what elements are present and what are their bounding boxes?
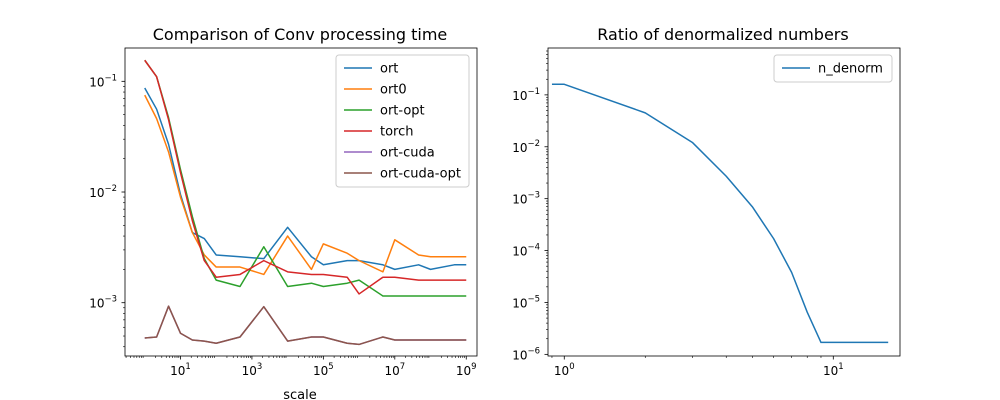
legend-label: ort0 bbox=[380, 83, 407, 98]
legend-label: ort-cuda-opt bbox=[380, 167, 461, 182]
chart-title: Ratio of denormalized numbers bbox=[597, 25, 848, 44]
series-line-n_denorm bbox=[551, 83, 889, 344]
x-tick-label: 105 bbox=[313, 362, 334, 378]
x-tick-label: 107 bbox=[384, 362, 405, 378]
axes-frame bbox=[124, 47, 478, 357]
legend: ort ort0 ort-opt torch ort-cuda ort-cuda-opt bbox=[335, 54, 470, 188]
denorm-ratio-chart: Ratio of denormalized numbers 100 101 10−6… bbox=[512, 25, 901, 378]
chart-title: Comparison of Conv processing time bbox=[153, 25, 448, 44]
axes-frame bbox=[547, 47, 901, 357]
plot-area: 100 101 10−6 10−5 10−4 10−3 10−2 10−1 n_denorm bbox=[512, 47, 901, 378]
x-tick-label: 100 bbox=[554, 362, 575, 378]
conv-time-chart: Comparison of Conv processing time 101 10… bbox=[89, 25, 478, 400]
series-lines bbox=[551, 83, 889, 344]
legend-label: torch bbox=[380, 125, 414, 140]
x-tick-label: 101 bbox=[823, 362, 844, 378]
series-line-ort0 bbox=[144, 94, 467, 276]
legend-label: ort-cuda bbox=[380, 146, 435, 161]
legend-label: ort bbox=[380, 62, 398, 77]
y-tick-label: 10−3 bbox=[89, 295, 117, 311]
y-tick-label: 10−4 bbox=[512, 243, 540, 259]
legend-box bbox=[773, 54, 893, 83]
y-tick-label: 10−3 bbox=[512, 191, 540, 207]
y-tick-label: 10−6 bbox=[512, 346, 540, 362]
x-tick-label: 103 bbox=[242, 362, 263, 378]
series-line-ort-opt bbox=[144, 59, 467, 297]
y-tick-label: 10−1 bbox=[512, 87, 540, 103]
series-line-ort-cuda-opt bbox=[144, 305, 467, 346]
y-tick-label: 10−1 bbox=[89, 73, 117, 89]
series-lines bbox=[144, 59, 467, 346]
x-tick-label: 101 bbox=[170, 362, 191, 378]
x-tick-label: 109 bbox=[456, 362, 477, 378]
legend-label: n_denorm bbox=[818, 62, 883, 77]
legend-box bbox=[335, 54, 470, 188]
x-axis-label: scale bbox=[283, 388, 317, 400]
y-tick-label: 10−2 bbox=[89, 184, 117, 200]
series-line-torch bbox=[144, 59, 467, 295]
minor-ticks bbox=[546, 50, 822, 358]
plot-area: 101 103 105 107 109 10−3 10−2 10−1 ort ort0 ort-op… bbox=[89, 47, 478, 378]
legend-label: ort-opt bbox=[380, 104, 425, 119]
y-tick-label: 10−2 bbox=[512, 139, 540, 155]
legend: n_denorm bbox=[773, 54, 893, 83]
y-tick-label: 10−5 bbox=[512, 294, 540, 310]
